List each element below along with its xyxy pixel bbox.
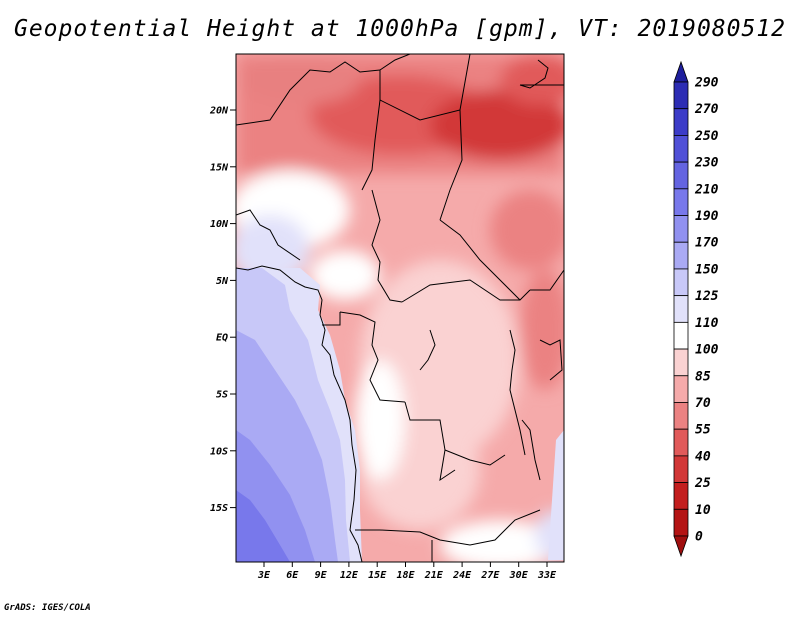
lon-tick-label: 9E (315, 570, 328, 581)
lon-tick-label: 21E (424, 570, 444, 581)
colorbar: 2902702502302101901701501251101008570554… (673, 60, 719, 558)
lat-tick-label: 15S (210, 503, 228, 514)
colorbar-label: 70 (695, 396, 711, 411)
colorbar-swatch (673, 321, 689, 350)
lat-tick-label: 5N (216, 276, 229, 287)
lat-tick-label: 10N (210, 219, 229, 230)
map-frame (235, 53, 565, 563)
colorbar-swatch (673, 295, 689, 323)
colorbar-swatch (673, 108, 689, 136)
colorbar-label: 190 (695, 209, 719, 224)
colorbar-label: 0 (695, 530, 703, 545)
colorbar-label: 25 (694, 476, 711, 491)
latitude-ticks: 20N 15N 10N 5N EQ 5S 10S 15S (209, 106, 236, 514)
colorbar-label: 210 (694, 182, 719, 197)
colorbar-swatch (673, 428, 689, 457)
lon-tick-label: 24E (452, 570, 472, 581)
lon-tick-label: 15E (368, 570, 387, 581)
colorbar-label: 170 (695, 236, 719, 251)
lon-tick-label: 18E (396, 570, 415, 581)
longitude-ticks: 3E 6E 9E 12E 15E 18E 21E 24E 27E 30E 33E (257, 562, 557, 581)
lat-tick-label: 10S (210, 446, 228, 457)
colorbar-label: 150 (695, 262, 719, 277)
colorbar-swatch (673, 268, 689, 297)
colorbar-bottom-arrow (673, 535, 689, 558)
colorbar-swatch (673, 455, 689, 483)
colorbar-label: 270 (694, 102, 719, 117)
grads-credit: GrADS: IGES/COLA (4, 603, 91, 613)
colorbar-label: 100 (695, 343, 719, 358)
lon-tick-label: 6E (286, 570, 299, 581)
lat-tick-label: 15N (210, 162, 229, 173)
colorbar-swatch (673, 188, 689, 216)
coastlines-and-borders (236, 54, 564, 562)
lon-tick-label: 3E (257, 570, 271, 581)
colorbar-label: 230 (694, 156, 719, 171)
geopotential-field (236, 54, 564, 562)
colorbar-top-arrow (673, 60, 689, 83)
colorbar-label: 10 (695, 503, 711, 518)
colorbar-label: 110 (695, 316, 719, 331)
colorbar-label: 125 (695, 289, 719, 304)
colorbar-swatch (673, 482, 689, 510)
colorbar-swatch (673, 81, 689, 110)
colorbar-swatch (673, 135, 689, 163)
lat-tick-label: EQ (216, 333, 228, 344)
colorbar-label: 85 (695, 369, 711, 384)
lon-tick-label: 33E (537, 570, 557, 581)
colorbar-swatch (673, 402, 689, 430)
map-title: Geopotential Height at 1000hPa [gpm], VT… (13, 16, 787, 42)
colorbar-swatch (673, 161, 689, 190)
lat-tick-label: 5S (216, 390, 228, 401)
lon-tick-label: 30E (509, 570, 529, 581)
lon-tick-label: 27E (480, 570, 500, 581)
colorbar-swatch (673, 241, 689, 270)
lon-tick-label: 12E (340, 570, 359, 581)
colorbar-swatch (673, 508, 689, 537)
colorbar-swatch (673, 215, 689, 243)
colorbar-swatch (673, 348, 689, 377)
colorbar-swatch (673, 375, 689, 403)
colorbar-label: 250 (694, 129, 719, 144)
colorbar-label: 290 (694, 76, 719, 91)
lat-tick-label: 20N (209, 106, 229, 117)
colorbar-label: 40 (695, 449, 711, 464)
colorbar-label: 55 (695, 423, 711, 438)
